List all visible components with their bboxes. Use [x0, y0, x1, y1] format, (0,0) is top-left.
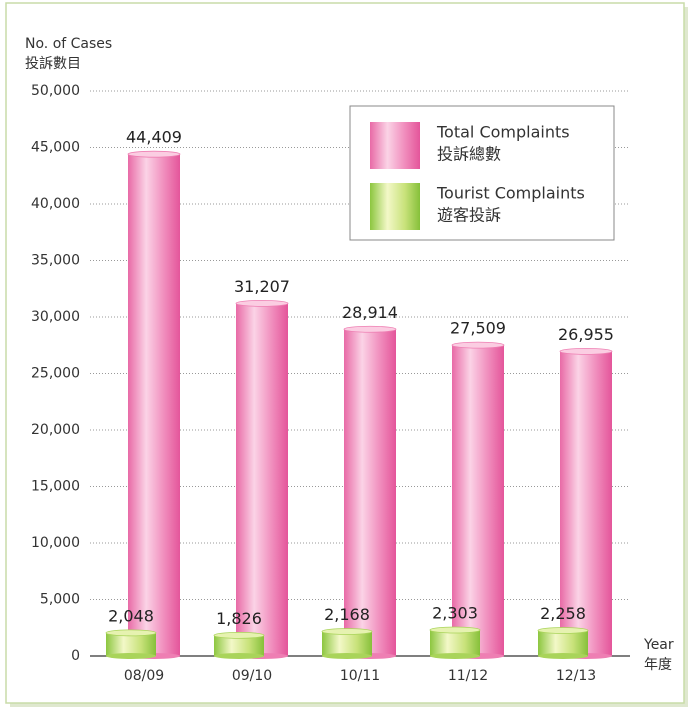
bar-bottom	[430, 653, 480, 659]
bar-bottom	[106, 653, 156, 659]
y-tick-label: 25,000	[31, 366, 80, 382]
bar	[214, 635, 264, 656]
x-tick-label: 10/11	[340, 668, 380, 684]
bar	[322, 631, 372, 656]
value-label: 27,509	[450, 319, 506, 338]
bar	[452, 345, 504, 656]
value-label: 28,914	[342, 303, 398, 322]
x-tick-label: 12/13	[556, 668, 596, 684]
bar-cap	[213, 631, 265, 639]
y-label: No. of Cases	[25, 36, 112, 52]
legend-label: Tourist Complaints	[436, 184, 585, 203]
y-tick-label: 35,000	[31, 253, 80, 269]
value-label: 44,409	[126, 128, 182, 147]
y-tick-label: 40,000	[31, 196, 80, 212]
bar-cap	[559, 348, 613, 355]
value-label: 2,258	[540, 604, 586, 623]
bar-bottom	[214, 653, 264, 659]
bar	[430, 629, 480, 656]
y-tick-label: 30,000	[31, 309, 80, 325]
x-label: 年度	[644, 657, 672, 673]
y-label: 投訴數目	[25, 56, 81, 72]
value-label: 2,303	[432, 603, 478, 622]
bar	[236, 303, 288, 656]
bar-cap	[537, 627, 589, 634]
bar-bottom	[538, 653, 588, 659]
y-tick-label: 10,000	[31, 535, 80, 551]
x-tick-label: 11/12	[448, 668, 488, 684]
bar	[106, 632, 156, 656]
x-label: Year	[643, 637, 674, 653]
legend-label: 遊客投訴	[437, 206, 501, 225]
bar-cap	[321, 628, 373, 635]
legend-label: 投訴總數	[437, 145, 501, 164]
bar	[538, 630, 588, 656]
y-tick-label: 5,000	[40, 592, 80, 608]
y-tick-label: 50,000	[31, 83, 80, 99]
bar-cap	[235, 299, 289, 307]
value-label: 26,955	[558, 325, 614, 344]
bar-bottom	[322, 653, 372, 659]
y-tick-label: 20,000	[31, 422, 80, 438]
value-label: 1,826	[216, 609, 262, 628]
legend-label: Total Complaints	[436, 123, 570, 142]
value-label: 31,207	[234, 277, 290, 296]
bar-cap	[429, 626, 481, 634]
legend-swatch	[370, 122, 420, 169]
bar-cap	[127, 150, 181, 158]
value-label: 2,168	[324, 605, 370, 624]
bar	[344, 329, 396, 656]
bar-cap	[105, 629, 157, 637]
x-tick-label: 09/10	[232, 668, 272, 684]
bar	[128, 154, 180, 657]
bar-cap	[343, 325, 397, 333]
y-tick-label: 0	[71, 648, 80, 664]
bar	[560, 351, 612, 656]
y-tick-label: 45,000	[31, 140, 80, 156]
y-tick-label: 15,000	[31, 479, 80, 495]
x-tick-label: 08/09	[124, 668, 164, 684]
legend-swatch	[370, 183, 420, 230]
bar-cap	[451, 341, 505, 349]
value-label: 2,048	[108, 606, 154, 625]
